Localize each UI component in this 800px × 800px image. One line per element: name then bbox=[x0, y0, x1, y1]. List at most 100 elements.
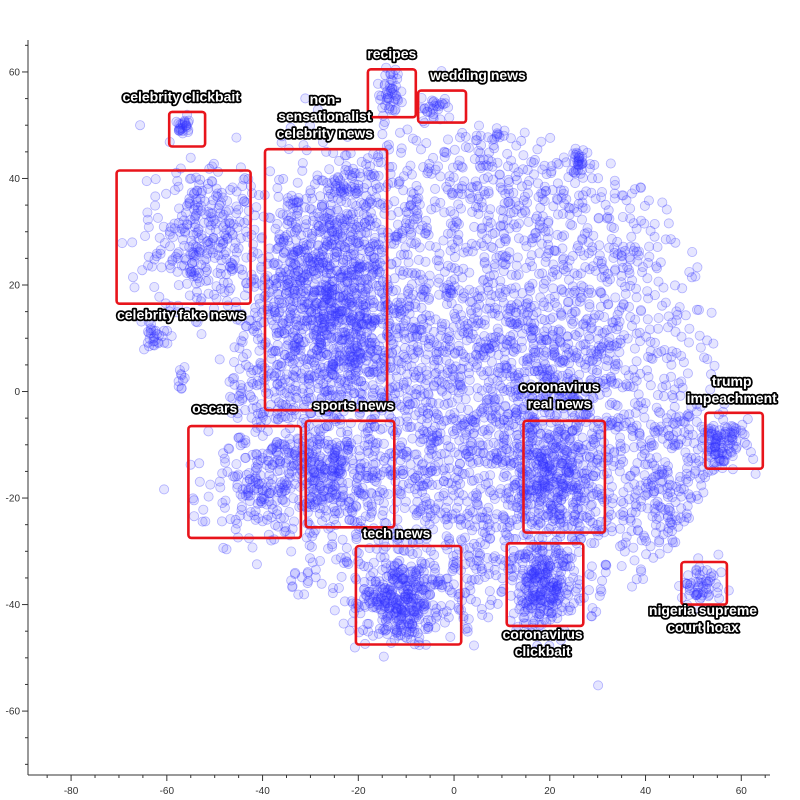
data-point bbox=[654, 535, 665, 546]
data-point bbox=[511, 140, 522, 151]
data-point bbox=[454, 435, 465, 446]
data-point bbox=[387, 161, 398, 172]
data-point bbox=[411, 194, 422, 205]
data-point bbox=[449, 243, 460, 254]
data-point bbox=[407, 549, 418, 560]
data-point bbox=[406, 227, 417, 238]
data-point bbox=[584, 299, 595, 310]
data-point bbox=[518, 150, 529, 161]
data-point bbox=[428, 337, 439, 348]
data-point bbox=[303, 393, 314, 404]
data-point bbox=[315, 191, 326, 202]
data-point bbox=[230, 524, 241, 535]
data-point bbox=[565, 458, 576, 469]
data-point bbox=[446, 276, 457, 287]
data-point bbox=[630, 489, 641, 500]
data-point bbox=[606, 509, 617, 520]
data-point bbox=[610, 359, 621, 370]
data-point bbox=[193, 224, 204, 235]
data-point bbox=[431, 354, 442, 365]
data-point bbox=[630, 499, 641, 510]
data-point bbox=[465, 333, 476, 344]
data-point bbox=[418, 332, 429, 343]
data-point bbox=[462, 413, 473, 424]
data-point bbox=[435, 428, 446, 439]
data-point bbox=[534, 248, 545, 259]
data-point bbox=[454, 132, 465, 143]
data-point bbox=[187, 493, 198, 504]
data-point bbox=[289, 446, 300, 457]
data-point bbox=[268, 346, 279, 357]
data-point bbox=[159, 484, 170, 495]
data-point bbox=[373, 244, 384, 255]
data-point bbox=[403, 207, 414, 218]
data-point bbox=[473, 120, 484, 131]
data-point bbox=[635, 305, 646, 316]
data-point bbox=[274, 306, 285, 317]
data-point bbox=[203, 426, 214, 437]
data-point bbox=[425, 397, 436, 408]
data-point bbox=[458, 247, 469, 258]
data-point bbox=[391, 285, 402, 296]
data-point bbox=[149, 281, 160, 292]
data-point bbox=[349, 283, 360, 294]
data-point bbox=[415, 291, 426, 302]
data-point bbox=[383, 489, 394, 500]
data-point bbox=[651, 261, 662, 272]
data-point bbox=[463, 614, 474, 625]
data-point bbox=[409, 238, 420, 249]
data-point bbox=[416, 302, 427, 313]
data-point bbox=[324, 164, 335, 175]
data-point bbox=[201, 253, 212, 264]
data-point bbox=[298, 237, 309, 248]
data-point bbox=[127, 237, 138, 248]
data-point bbox=[186, 187, 197, 198]
data-point bbox=[538, 335, 549, 346]
data-point bbox=[442, 134, 453, 145]
data-point bbox=[519, 235, 530, 246]
data-point bbox=[236, 383, 247, 394]
data-point bbox=[541, 275, 552, 286]
data-point bbox=[479, 572, 490, 583]
data-point bbox=[150, 200, 161, 211]
data-point bbox=[315, 285, 326, 296]
data-point bbox=[446, 478, 457, 489]
data-point bbox=[300, 202, 311, 213]
data-point bbox=[216, 255, 227, 266]
data-point bbox=[396, 143, 407, 154]
data-point bbox=[445, 383, 456, 394]
data-point bbox=[292, 271, 303, 282]
data-point bbox=[329, 284, 340, 295]
data-point bbox=[510, 422, 521, 433]
data-point bbox=[479, 252, 490, 263]
data-point bbox=[524, 281, 535, 292]
data-point bbox=[410, 331, 421, 342]
data-point bbox=[377, 102, 388, 113]
data-point bbox=[189, 511, 200, 522]
data-point bbox=[410, 410, 421, 421]
data-point bbox=[615, 432, 626, 443]
data-point bbox=[437, 386, 448, 397]
data-point bbox=[305, 188, 316, 199]
data-point bbox=[405, 385, 416, 396]
data-point bbox=[472, 490, 483, 501]
data-point bbox=[575, 246, 586, 257]
data-point bbox=[465, 436, 476, 447]
data-point bbox=[403, 289, 414, 300]
data-point bbox=[487, 161, 498, 172]
data-point bbox=[590, 346, 601, 357]
data-point bbox=[562, 304, 573, 315]
data-point bbox=[464, 467, 475, 478]
data-point bbox=[282, 193, 293, 204]
data-point bbox=[368, 149, 379, 160]
data-point bbox=[614, 305, 625, 316]
data-point bbox=[693, 304, 704, 315]
data-point bbox=[409, 449, 420, 460]
data-point bbox=[500, 234, 511, 245]
data-point bbox=[550, 264, 561, 275]
data-point bbox=[540, 402, 551, 413]
data-point bbox=[211, 281, 222, 292]
data-point bbox=[435, 330, 446, 341]
data-point bbox=[633, 389, 644, 400]
data-point bbox=[444, 283, 455, 294]
